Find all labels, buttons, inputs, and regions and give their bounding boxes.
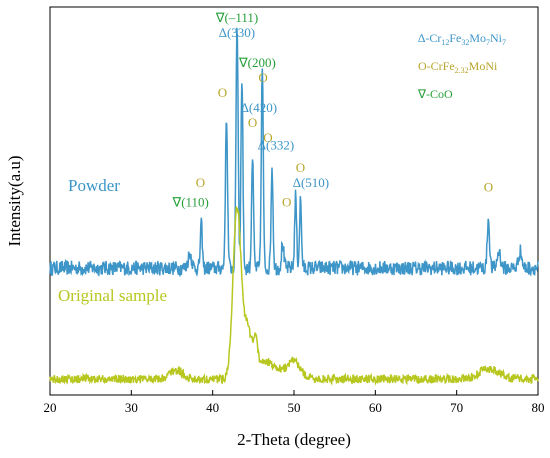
series-layer <box>49 27 539 386</box>
legend-entry: O-CrFe2.32MoNi <box>418 59 498 75</box>
peak-annotation: ∇(–111) <box>215 10 258 25</box>
x-tick-label: 80 <box>532 400 545 415</box>
peak-annotation: O <box>258 70 267 85</box>
peak-annotation: O <box>196 175 205 190</box>
legend: ∆-Cr12Fe32Mo7Ni7 O-CrFe2.32MoNi ∇-CoO <box>417 31 506 101</box>
x-tick-label: 50 <box>288 400 301 415</box>
peak-annotation: O <box>263 130 272 145</box>
series-label-powder: Powder <box>68 176 120 195</box>
peak-annotation: O <box>296 160 305 175</box>
x-ticks: 20 30 40 50 60 70 80 <box>44 390 545 415</box>
peak-annotation: ∇(110) <box>172 195 209 210</box>
series-line-original-sample <box>49 206 539 386</box>
peak-annotation: ∇(200) <box>238 55 276 70</box>
peak-annotation: ∆(332) <box>258 138 294 153</box>
series-line-powder <box>49 27 539 278</box>
legend-entry: ∇-CoO <box>417 87 453 101</box>
peak-annotation: O <box>484 180 493 195</box>
peak-annotation: ∆(420) <box>241 100 277 115</box>
peak-annotation: ∆(330) <box>219 25 255 40</box>
series-label-original-sample: Original sample <box>58 286 167 305</box>
peak-annotation: O <box>282 195 291 210</box>
peak-annotation: O <box>218 85 227 100</box>
x-tick-label: 30 <box>125 400 138 415</box>
x-tick-label: 20 <box>44 400 57 415</box>
x-axis-title: 2-Theta (degree) <box>237 430 351 449</box>
peak-annotation: O <box>248 115 257 130</box>
y-axis-title: Intensity(a.u) <box>5 155 24 246</box>
x-tick-label: 70 <box>450 400 463 415</box>
legend-entry: ∆-Cr12Fe32Mo7Ni7 <box>418 31 506 47</box>
x-tick-label: 60 <box>369 400 382 415</box>
peak-annotations: ∇(–111)∆(330)∇(200)OO∆(420)OO∆(332)OO ∆(5… <box>172 10 494 210</box>
x-tick-label: 40 <box>206 400 219 415</box>
peak-annotation: ∆(510) <box>293 175 329 190</box>
